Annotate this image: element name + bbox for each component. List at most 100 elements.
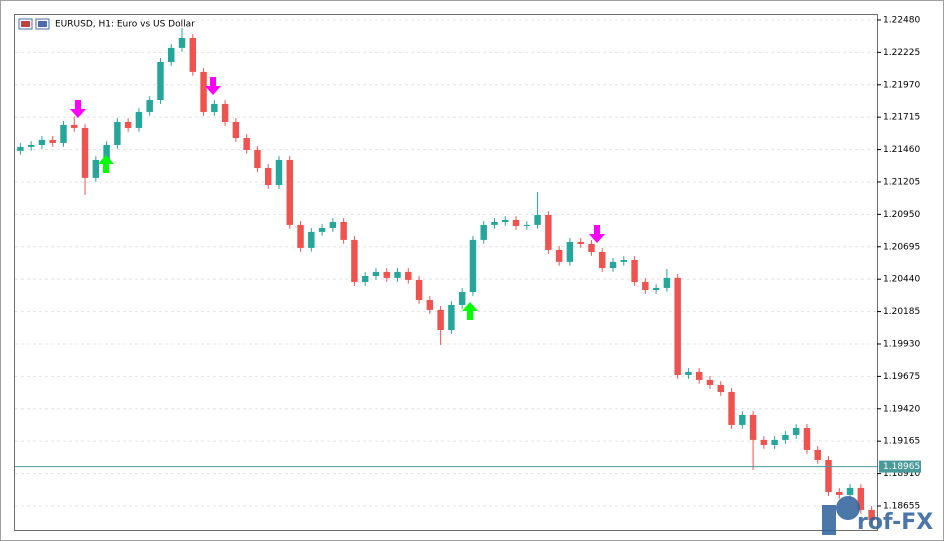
y-tick-label: 1.20695 <box>883 242 920 252</box>
candle-body <box>254 149 261 168</box>
price-label-box <box>879 460 921 473</box>
candle-body <box>243 138 250 150</box>
candle-body <box>415 279 423 301</box>
y-tick-label: 1.21460 <box>883 145 920 155</box>
sell-arrow <box>70 100 86 118</box>
candle-body <box>114 121 121 145</box>
candle-body <box>458 292 466 305</box>
candle-body <box>760 439 768 445</box>
candle-body <box>491 221 498 225</box>
candle-body <box>135 111 143 128</box>
candle-body <box>674 277 681 375</box>
y-tick-label: 1.19165 <box>883 437 920 447</box>
candle-body <box>609 261 617 268</box>
y-tick-label: 1.19930 <box>883 339 920 349</box>
candle-body <box>124 121 132 128</box>
candle-body <box>394 271 401 278</box>
candle-body <box>868 509 875 520</box>
candle-body <box>178 37 186 48</box>
candle-body <box>189 37 197 72</box>
candle-body <box>749 415 757 440</box>
candle-body <box>17 146 24 151</box>
y-tick-label: 1.19420 <box>883 404 920 414</box>
candle-body <box>448 304 455 330</box>
candle-body <box>211 103 218 112</box>
y-tick-label: 1.21715 <box>883 113 920 123</box>
candle-body <box>437 309 444 330</box>
candle-body <box>103 144 110 160</box>
price-label: 1.18965 <box>883 462 920 472</box>
candle-body <box>372 271 380 276</box>
candle-body <box>361 275 369 282</box>
candle-body <box>663 277 671 288</box>
candle-body <box>695 371 703 380</box>
candle-body <box>545 215 552 250</box>
y-tick-label: 1.21970 <box>883 80 920 90</box>
y-tick-label: 1.18910 <box>883 469 920 479</box>
y-tick-label: 1.19675 <box>883 372 920 382</box>
candle-body <box>836 492 843 495</box>
candle-body <box>168 47 175 63</box>
candle-body <box>599 251 606 268</box>
candle-body <box>92 159 100 178</box>
candle-body <box>200 71 207 112</box>
watermark: rof-FX <box>822 496 933 535</box>
y-tick-label: 1.20185 <box>883 307 920 317</box>
candle-body <box>340 221 347 240</box>
candle-body <box>351 239 358 282</box>
candle-body <box>308 231 315 248</box>
candle-body <box>642 281 649 290</box>
y-tick-label: 1.20950 <box>883 210 920 220</box>
candle-body <box>405 271 412 280</box>
sell-arrow <box>205 77 221 95</box>
plot-frame <box>14 14 878 531</box>
candle-body <box>81 127 89 178</box>
candle-body <box>782 434 789 440</box>
candle-body <box>685 371 692 375</box>
candle-body <box>318 227 326 232</box>
candle-body <box>652 287 660 290</box>
candle-body <box>329 221 337 228</box>
candle-body <box>264 167 272 186</box>
candle-body <box>620 259 628 262</box>
candle-body <box>588 243 595 252</box>
y-tick-label: 1.18655 <box>883 501 920 511</box>
candle-body <box>469 239 477 293</box>
candle-body <box>383 271 390 278</box>
watermark-text: rof-FX <box>857 510 933 535</box>
candle-body <box>71 124 78 128</box>
candle-body <box>157 62 164 101</box>
candle-body <box>232 121 240 139</box>
signal-arrows <box>70 77 605 320</box>
sell-arrow <box>589 225 605 243</box>
candle-body <box>825 459 832 493</box>
candle-body <box>717 385 724 393</box>
candle-body <box>739 415 746 425</box>
candle-body <box>706 379 714 386</box>
candle-body <box>534 215 541 225</box>
candle-body <box>480 224 487 240</box>
y-tick-label: 1.22480 <box>883 15 920 25</box>
candle-body <box>49 139 56 143</box>
y-tick-label: 1.21205 <box>883 177 920 187</box>
y-tick-label: 1.20440 <box>883 275 920 285</box>
candle-body <box>631 259 638 282</box>
candle-body <box>846 487 854 495</box>
candle-body <box>426 300 434 310</box>
chart-title: EURUSD, H1: Euro vs US Dollar <box>55 20 195 30</box>
candle-body <box>857 487 865 510</box>
candle-body <box>512 219 520 226</box>
candle-body <box>566 241 574 262</box>
candle-body <box>27 144 35 147</box>
candle-body <box>792 427 800 435</box>
candle-body <box>286 159 293 225</box>
buy-arrow <box>98 155 114 173</box>
candle-body <box>146 100 153 112</box>
candle-body <box>814 449 821 460</box>
candle-body <box>60 124 67 143</box>
y-tick-label: 1.22225 <box>883 48 920 58</box>
candle-body <box>555 249 563 262</box>
candle-body <box>275 159 283 186</box>
candle-body <box>502 219 509 222</box>
